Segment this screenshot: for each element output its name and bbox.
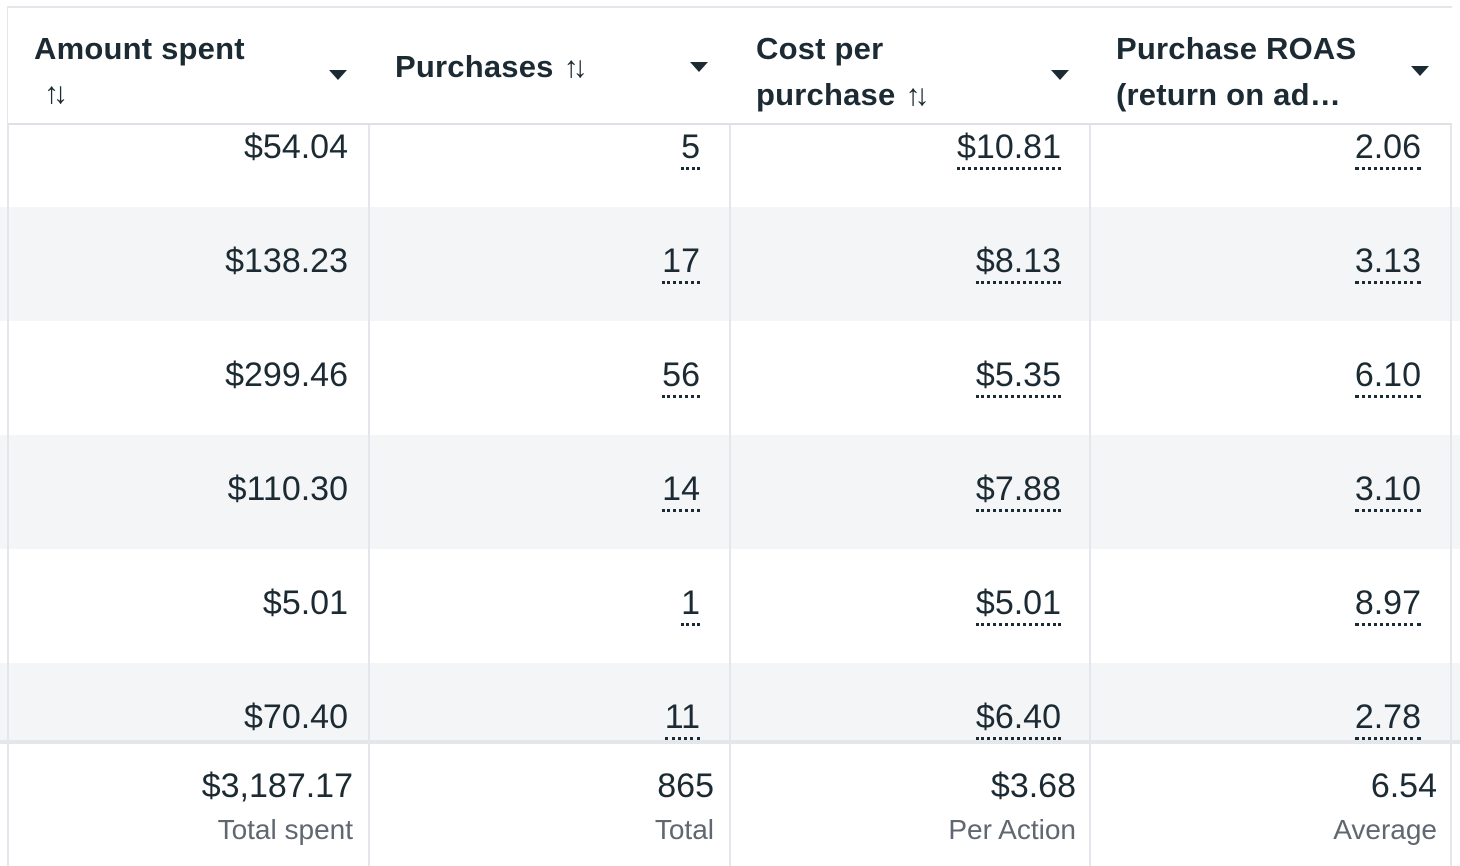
purchases-cell[interactable]: 14	[370, 435, 700, 549]
total-amount-spent: $3,187.17 Total spent	[0, 764, 353, 852]
cost-per-purchase-cell[interactable]: $5.35	[732, 321, 1061, 435]
amount-spent-cell: $299.46	[225, 356, 348, 394]
table-header: Amount spent ↑↓ Purchases ↑↓ Cost per pur…	[8, 6, 1452, 125]
total-value: $3,187.17	[201, 767, 353, 805]
purchases-cell[interactable]: 17	[370, 207, 700, 321]
sort-arrows-icon[interactable]: ↑↓	[44, 77, 68, 110]
chevron-down-icon[interactable]	[690, 62, 708, 72]
cost-per-purchase-cell[interactable]: $7.88	[732, 435, 1061, 549]
sort-arrows-icon[interactable]: ↑↓	[563, 51, 588, 84]
column-divider	[729, 6, 731, 866]
total-purchases: 865 Total	[370, 764, 714, 852]
chevron-down-icon[interactable]	[1051, 70, 1069, 80]
total-label: Total	[654, 814, 714, 845]
column-divider	[368, 744, 370, 866]
purchases-cell[interactable]: 1	[370, 549, 700, 663]
purchases-cell[interactable]: 11	[370, 663, 700, 777]
table-footer-totals: $3,187.17 Total spent 865 Total $3.68 Pe…	[0, 740, 1460, 866]
roas-cell[interactable]: 3.10	[1092, 435, 1421, 549]
column-header-purchase-roas[interactable]: Purchase ROAS (return on ad…	[1090, 8, 1452, 125]
total-value: 865	[657, 767, 714, 805]
cost-per-purchase-cell[interactable]: $8.13	[732, 207, 1061, 321]
amount-spent-cell: $70.40	[244, 698, 348, 736]
column-header-purchases[interactable]: Purchases ↑↓	[369, 8, 730, 125]
total-label: Total spent	[217, 814, 353, 845]
column-header-cost-per-purchase[interactable]: Cost per purchase ↑↓	[730, 8, 1090, 125]
amount-spent-cell: $54.04	[244, 128, 348, 166]
amount-spent-cell: $5.01	[262, 584, 348, 622]
table-row[interactable]: $299.46 56 $5.35 6.10	[0, 321, 1460, 435]
column-header-label: Purchases	[395, 49, 554, 84]
column-divider	[1450, 6, 1452, 866]
purchases-cell[interactable]: 56	[370, 321, 700, 435]
column-divider	[1089, 744, 1091, 866]
total-label: Per Action	[948, 814, 1076, 845]
cost-per-purchase-cell[interactable]: $6.40	[732, 663, 1061, 777]
column-divider	[7, 6, 9, 866]
roas-cell[interactable]: 2.78	[1092, 663, 1421, 777]
table-row[interactable]: $54.04 5 $10.81 2.06	[0, 93, 1460, 207]
amount-spent-cell: $110.30	[227, 470, 348, 508]
total-label: Average	[1333, 814, 1437, 845]
total-cost-per-purchase: $3.68 Per Action	[732, 764, 1076, 852]
roas-cell[interactable]: 3.13	[1092, 207, 1421, 321]
roas-cell[interactable]: 2.06	[1092, 93, 1421, 207]
total-value: $3.68	[990, 767, 1076, 805]
column-divider	[368, 6, 370, 866]
sort-arrows-icon[interactable]: ↑↓	[905, 79, 929, 112]
roas-cell[interactable]: 6.10	[1092, 321, 1421, 435]
cost-per-purchase-cell[interactable]: $10.81	[732, 93, 1061, 207]
chevron-down-icon[interactable]	[329, 70, 347, 80]
column-header-label: Purchase ROAS (return on ad…	[1116, 31, 1357, 112]
total-value: 6.54	[1370, 767, 1437, 805]
column-header-label: Amount spent	[34, 31, 245, 66]
column-divider	[7, 744, 9, 866]
column-header-label: Cost per purchase	[756, 31, 896, 112]
column-divider	[1089, 6, 1091, 866]
column-divider	[1450, 744, 1452, 866]
total-purchase-roas: 6.54 Average	[1092, 764, 1437, 852]
table-row[interactable]: $5.01 1 $5.01 8.97	[0, 549, 1460, 663]
cost-per-purchase-cell[interactable]: $5.01	[732, 549, 1061, 663]
column-header-amount-spent[interactable]: Amount spent ↑↓	[8, 8, 369, 125]
amount-spent-cell: $138.23	[225, 242, 348, 280]
column-divider	[729, 744, 731, 866]
purchases-cell[interactable]: 5	[370, 93, 700, 207]
chevron-down-icon[interactable]	[1411, 66, 1429, 76]
roas-cell[interactable]: 8.97	[1092, 549, 1421, 663]
